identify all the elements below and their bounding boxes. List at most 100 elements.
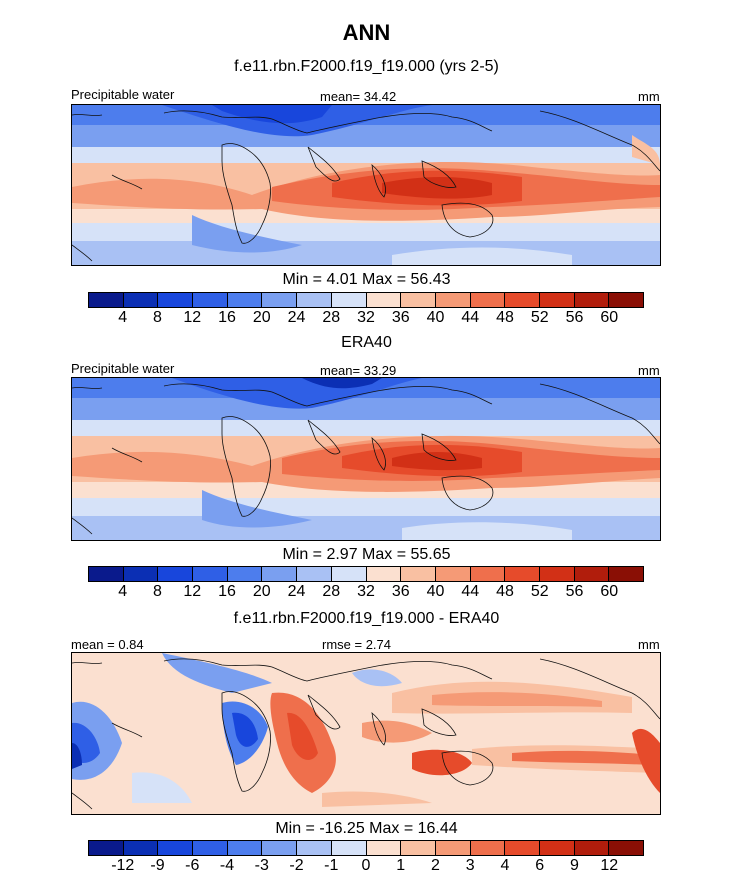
- colorbar-tick-label: 32: [357, 583, 375, 600]
- panel3-mean-label: mean = 0.84: [71, 637, 144, 652]
- colorbar-tick-label: 4: [500, 857, 510, 874]
- colorbar-swatch: [297, 567, 332, 581]
- panel2-left-label: Precipitable water: [71, 361, 175, 376]
- colorbar-swatch: [331, 567, 367, 581]
- colorbar-swatch: [297, 293, 332, 307]
- colorbar-swatch: [123, 293, 159, 307]
- panel2-min-max: Min = 2.97 Max = 55.65: [282, 546, 451, 563]
- colorbar-tick-label: 20: [252, 583, 271, 600]
- colorbar-tick-label: 52: [530, 309, 549, 326]
- colorbar-swatch: [574, 841, 610, 855]
- colorbar-swatch: [470, 293, 506, 307]
- colorbar-swatch: [227, 567, 263, 581]
- colorbar-tick-label: 52: [530, 583, 549, 600]
- colorbar-swatch: [574, 293, 610, 307]
- colorbar-swatch: [539, 567, 575, 581]
- colorbar-swatch: [401, 293, 436, 307]
- colorbar-tick-label: 36: [391, 309, 410, 326]
- panel1-units-label: mm: [638, 89, 660, 104]
- colorbar-swatch: [227, 841, 263, 855]
- colorbar-swatch: [158, 841, 194, 855]
- panel3-colorbar: [88, 840, 644, 856]
- colorbar-swatch: [505, 567, 540, 581]
- colorbar-tick-label: 4: [118, 309, 128, 326]
- colorbar-tick-label: 0: [361, 857, 371, 874]
- colorbar-tick-label: 20: [252, 309, 271, 326]
- colorbar-tick-label: 12: [183, 309, 202, 326]
- colorbar-swatch: [331, 841, 367, 855]
- colorbar-tick-label: 60: [600, 309, 619, 326]
- colorbar-swatch: [609, 293, 643, 307]
- colorbar-swatch: [158, 293, 194, 307]
- panel1-title: f.e11.rbn.F2000.f19_f19.000 (yrs 2-5): [234, 58, 499, 75]
- panel3-rmse-label: rmse = 2.74: [322, 637, 392, 652]
- colorbar-swatch: [158, 567, 194, 581]
- colorbar-tick-label: 60: [600, 583, 619, 600]
- colorbar-tick-label: -9: [150, 857, 165, 874]
- colorbar-tick-label: 4: [118, 583, 128, 600]
- colorbar-tick-label: 6: [535, 857, 545, 874]
- colorbar-swatch: [193, 293, 228, 307]
- panel2-title: ERA40: [341, 334, 392, 351]
- colorbar-tick-label: 56: [565, 583, 584, 600]
- colorbar-tick-label: 12: [600, 857, 619, 874]
- panel1-mean-label: mean= 34.42: [320, 89, 397, 104]
- colorbar-swatch: [262, 841, 298, 855]
- colorbar-tick-label: 16: [218, 309, 236, 326]
- colorbar-swatch: [366, 293, 402, 307]
- panel2-map: [71, 377, 661, 541]
- panel1-map: [71, 104, 661, 266]
- colorbar-tick-label: 3: [465, 857, 475, 874]
- colorbar-tick-label: -3: [254, 857, 269, 874]
- panel2-colorbar-ticks: 4 8 12 16 20 24 28 32 36 40 44 48 52 56 60: [88, 583, 644, 601]
- panel2-units-label: mm: [638, 363, 660, 378]
- figure-title: ANN: [342, 20, 391, 45]
- colorbar-swatch: [89, 293, 124, 307]
- colorbar-swatch: [262, 567, 298, 581]
- panel3-min-max: Min = -16.25 Max = 16.44: [275, 820, 458, 837]
- colorbar-swatch: [609, 841, 643, 855]
- colorbar-swatch: [193, 841, 228, 855]
- colorbar-tick-label: 16: [218, 583, 236, 600]
- colorbar-swatch: [470, 841, 506, 855]
- colorbar-tick-label: -4: [219, 857, 235, 874]
- colorbar-tick-label: 12: [183, 583, 202, 600]
- colorbar-tick-label: -2: [289, 857, 304, 874]
- colorbar-swatch: [123, 567, 159, 581]
- colorbar-swatch: [505, 841, 540, 855]
- panel1-left-label: Precipitable water: [71, 87, 175, 102]
- colorbar-swatch: [539, 293, 575, 307]
- panel3-map: [71, 652, 661, 815]
- colorbar-tick-label: 8: [153, 309, 162, 326]
- colorbar-tick-label: 8: [153, 583, 162, 600]
- colorbar-tick-label: 40: [426, 583, 445, 600]
- colorbar-tick-label: 1: [396, 857, 406, 874]
- colorbar-swatch: [89, 841, 124, 855]
- colorbar-swatch: [470, 567, 506, 581]
- colorbar-swatch: [435, 293, 471, 307]
- panel1-min-max: Min = 4.01 Max = 56.43: [282, 271, 451, 288]
- colorbar-swatch: [435, 567, 471, 581]
- colorbar-tick-label: 2: [431, 857, 440, 874]
- colorbar-tick-label: -6: [185, 857, 200, 874]
- colorbar-tick-label: 56: [565, 309, 584, 326]
- colorbar-tick-label: 32: [357, 309, 375, 326]
- colorbar-swatch: [574, 567, 610, 581]
- colorbar-tick-label: 40: [426, 309, 445, 326]
- panel2-colorbar: [88, 566, 644, 582]
- colorbar-swatch: [505, 293, 540, 307]
- colorbar-swatch: [123, 841, 159, 855]
- colorbar-tick-label: -12: [111, 857, 135, 874]
- colorbar-tick-label: 9: [570, 857, 579, 874]
- panel3-colorbar-ticks: -12 -9 -6 -4 -3 -2 -1 0 1 2 3 4 6 9 12: [88, 857, 644, 875]
- colorbar-tick-label: 48: [496, 309, 514, 326]
- panel1-colorbar-ticks: 4 8 12 16 20 24 28 32 36 40 44 48 52 56 60: [88, 309, 644, 327]
- colorbar-swatch: [262, 293, 298, 307]
- colorbar-swatch: [401, 567, 436, 581]
- colorbar-swatch: [89, 567, 124, 581]
- colorbar-swatch: [366, 567, 402, 581]
- colorbar-tick-label: -1: [324, 857, 339, 874]
- colorbar-swatch: [401, 841, 436, 855]
- colorbar-tick-label: 36: [391, 583, 410, 600]
- colorbar-tick-label: 44: [461, 309, 480, 326]
